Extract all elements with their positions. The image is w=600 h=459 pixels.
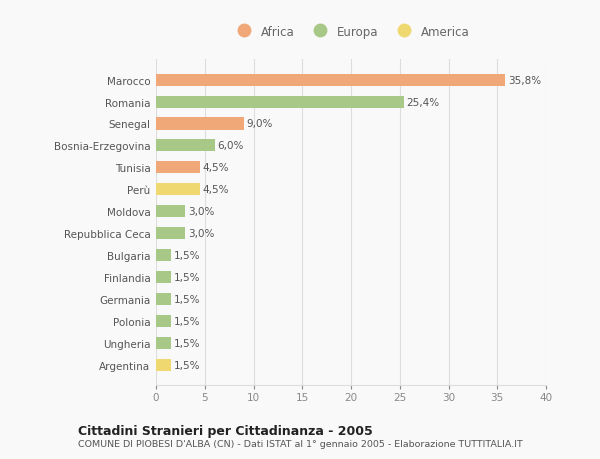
Bar <box>156 96 404 108</box>
Bar <box>156 228 185 240</box>
Text: 3,0%: 3,0% <box>188 229 215 239</box>
Bar <box>156 271 170 283</box>
Text: 1,5%: 1,5% <box>173 251 200 260</box>
Bar <box>156 293 170 305</box>
Bar <box>156 74 505 86</box>
Bar <box>156 162 200 174</box>
Text: 35,8%: 35,8% <box>508 76 541 85</box>
Text: 1,5%: 1,5% <box>173 360 200 369</box>
Bar <box>156 118 244 130</box>
Text: 3,0%: 3,0% <box>188 207 215 217</box>
Bar <box>156 206 185 218</box>
Bar <box>156 184 200 196</box>
Bar <box>156 359 170 371</box>
Text: 25,4%: 25,4% <box>407 97 440 107</box>
Text: Cittadini Stranieri per Cittadinanza - 2005: Cittadini Stranieri per Cittadinanza - 2… <box>78 424 373 437</box>
Bar <box>156 315 170 327</box>
Text: 1,5%: 1,5% <box>173 338 200 348</box>
Text: 4,5%: 4,5% <box>203 163 229 173</box>
Text: COMUNE DI PIOBESI D'ALBA (CN) - Dati ISTAT al 1° gennaio 2005 - Elaborazione TUT: COMUNE DI PIOBESI D'ALBA (CN) - Dati IST… <box>78 439 523 448</box>
Text: 6,0%: 6,0% <box>217 141 244 151</box>
Text: 1,5%: 1,5% <box>173 272 200 282</box>
Bar <box>156 249 170 262</box>
Legend: Africa, Europa, America: Africa, Europa, America <box>230 23 472 41</box>
Text: 4,5%: 4,5% <box>203 185 229 195</box>
Text: 1,5%: 1,5% <box>173 294 200 304</box>
Text: 1,5%: 1,5% <box>173 316 200 326</box>
Text: 9,0%: 9,0% <box>247 119 273 129</box>
Bar <box>156 140 215 152</box>
Bar <box>156 337 170 349</box>
